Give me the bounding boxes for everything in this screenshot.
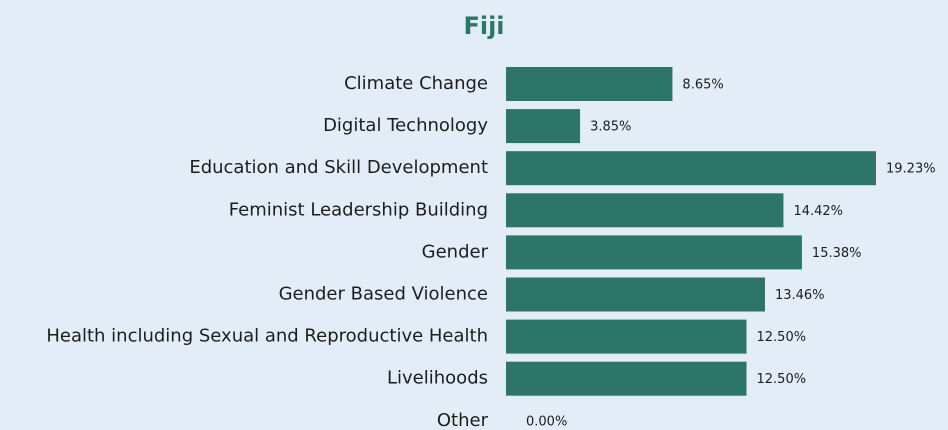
category-label: Gender Based Violence	[279, 284, 488, 305]
category-label: Education and Skill Development	[189, 157, 488, 178]
chart-title: Fiji	[463, 12, 504, 40]
category-label: Climate Change	[344, 73, 488, 94]
value-label: 0.00%	[526, 414, 567, 429]
value-label: 14.42%	[793, 204, 843, 219]
bar	[506, 109, 581, 144]
category-label: Digital Technology	[323, 115, 488, 136]
bar	[506, 361, 747, 396]
bar	[506, 319, 747, 354]
value-label: 15.38%	[812, 246, 862, 261]
bar	[506, 67, 673, 101]
bar	[506, 235, 802, 270]
category-label: Livelihoods	[387, 368, 488, 389]
value-label: 12.50%	[757, 372, 807, 387]
bar	[506, 277, 765, 312]
value-label: 8.65%	[682, 78, 723, 93]
bar	[506, 193, 784, 228]
bar	[506, 151, 876, 186]
value-label: 19.23%	[886, 162, 936, 177]
category-label: Feminist Leadership Building	[229, 199, 488, 220]
category-label: Health including Sexual and Reproductive…	[46, 326, 488, 347]
category-label: Gender	[422, 241, 489, 262]
category-label: Other	[437, 410, 489, 430]
value-label: 12.50%	[757, 330, 807, 345]
value-label: 3.85%	[590, 120, 631, 135]
value-label: 13.46%	[775, 288, 825, 303]
